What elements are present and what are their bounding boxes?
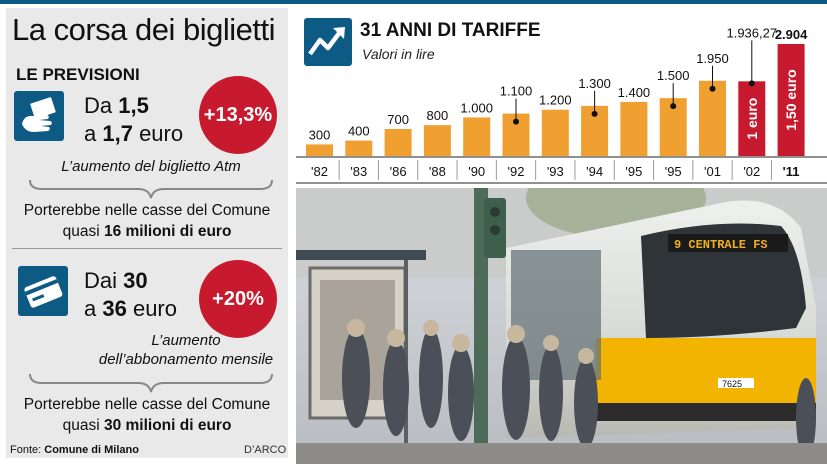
chart-value-label: 1.950 bbox=[696, 51, 729, 66]
credit: D’ARCO bbox=[244, 444, 287, 456]
forecast-panel: La corsa dei biglietti LE PREVISIONI Da … bbox=[6, 8, 288, 458]
pass-summary: Porterebbe nelle casse del Comune quasi … bbox=[23, 396, 271, 434]
chart-euro-label: 1,50 euro bbox=[783, 69, 799, 130]
chart-value-label: 1.000 bbox=[460, 100, 493, 115]
chart-value-label: 1.100 bbox=[500, 84, 533, 99]
chart-x-tick-label: '86 bbox=[390, 164, 407, 179]
pass-increase-badge: +20% bbox=[199, 260, 277, 338]
chart-euro-label: 1 euro bbox=[744, 98, 760, 140]
chart-bar bbox=[620, 102, 648, 156]
chart-bar bbox=[345, 140, 373, 156]
chart-value-label: 400 bbox=[348, 124, 370, 139]
section-label: LE PREVISIONI bbox=[16, 65, 140, 84]
ticket-price-from: Da 1,5 bbox=[84, 93, 149, 118]
chart-leader-dot bbox=[748, 80, 755, 87]
chart-bar bbox=[541, 109, 569, 156]
chart-x-tick-label: '90 bbox=[468, 164, 485, 179]
chart-bar bbox=[777, 44, 805, 156]
chart-title: 31 ANNI DI TARIFFE bbox=[360, 20, 541, 41]
ticket-brace bbox=[29, 179, 273, 199]
source-note: Fonte: Comune di Milano bbox=[10, 444, 139, 456]
fare-chart: 31 ANNI DI TARIFFE Valori in lire 300 '82… bbox=[296, 8, 827, 186]
chart-value-label: 800 bbox=[427, 108, 449, 123]
chart-x-tick-label: '11 bbox=[783, 164, 800, 179]
chart-x-tick-label: '92 bbox=[508, 164, 525, 179]
chart-bar bbox=[738, 81, 766, 156]
chart-value-label: 1.936,27 bbox=[726, 25, 777, 40]
chart-leader-dot bbox=[709, 85, 716, 92]
chart-x-tick-label: '88 bbox=[429, 164, 446, 179]
card-icon bbox=[18, 266, 68, 316]
chart-x-tick-label: '83 bbox=[350, 164, 367, 179]
page-title: La corsa dei biglietti bbox=[12, 12, 276, 47]
chart-value-label: 700 bbox=[387, 112, 409, 127]
chart-value-label: 1.300 bbox=[578, 76, 611, 91]
pass-brace bbox=[29, 373, 273, 393]
chart-leader-dot bbox=[513, 118, 519, 125]
chart-x-tick-label: '02 bbox=[743, 164, 760, 179]
chart-subtitle: Valori in lire bbox=[362, 46, 435, 62]
chart-bar bbox=[699, 80, 726, 156]
ticket-icon bbox=[14, 91, 64, 141]
chart-value-label: 1.200 bbox=[539, 93, 572, 108]
chart-bar bbox=[463, 117, 491, 156]
svg-text:7625: 7625 bbox=[722, 379, 742, 389]
chart-x-tick-label: '95 bbox=[665, 164, 682, 179]
ticket-price-to: a 1,7 euro bbox=[84, 121, 184, 146]
ticket-increase-badge: +13,3% bbox=[199, 76, 277, 154]
chart-leader-dot bbox=[591, 110, 598, 117]
chart-bar bbox=[423, 125, 451, 156]
chart-plot: 300 '82 400 '83 700 '86 800 '88 1.000 '90 1.100 '92… bbox=[296, 25, 827, 184]
chart-value-label: 300 bbox=[309, 127, 331, 142]
ticket-note: L’aumento del biglietto Atm bbox=[61, 158, 241, 175]
chart-value-label: 2.904 bbox=[775, 27, 808, 42]
chart-bar bbox=[306, 144, 333, 156]
tram-photo: 9 CENTRALE FS 7625 bbox=[296, 188, 827, 464]
ticket-summary: Porterebbe nelle casse del Comune quasi … bbox=[23, 202, 271, 240]
chart-x-tick-label: '95 bbox=[625, 164, 642, 179]
chart-value-label: 1.500 bbox=[657, 68, 690, 83]
pass-price-from: Dai 30 bbox=[84, 268, 148, 293]
chart-leader-dot bbox=[670, 103, 677, 110]
svg-text:9 CENTRALE FS: 9 CENTRALE FS bbox=[674, 238, 768, 252]
pass-price-to: a 36 euro bbox=[84, 296, 177, 321]
chart-x-tick-label: '82 bbox=[311, 164, 328, 179]
section-divider bbox=[12, 248, 282, 249]
chart-x-tick-label: '01 bbox=[704, 164, 721, 179]
trend-arrow-icon bbox=[304, 18, 352, 66]
chart-x-tick-label: '93 bbox=[547, 164, 564, 179]
top-rule bbox=[0, 0, 827, 4]
chart-bar bbox=[384, 129, 412, 156]
chart-x-tick-label: '94 bbox=[586, 164, 603, 179]
pass-note: L’aumento dell’abbonamento mensile bbox=[98, 332, 274, 368]
chart-value-label: 1.400 bbox=[618, 85, 651, 100]
